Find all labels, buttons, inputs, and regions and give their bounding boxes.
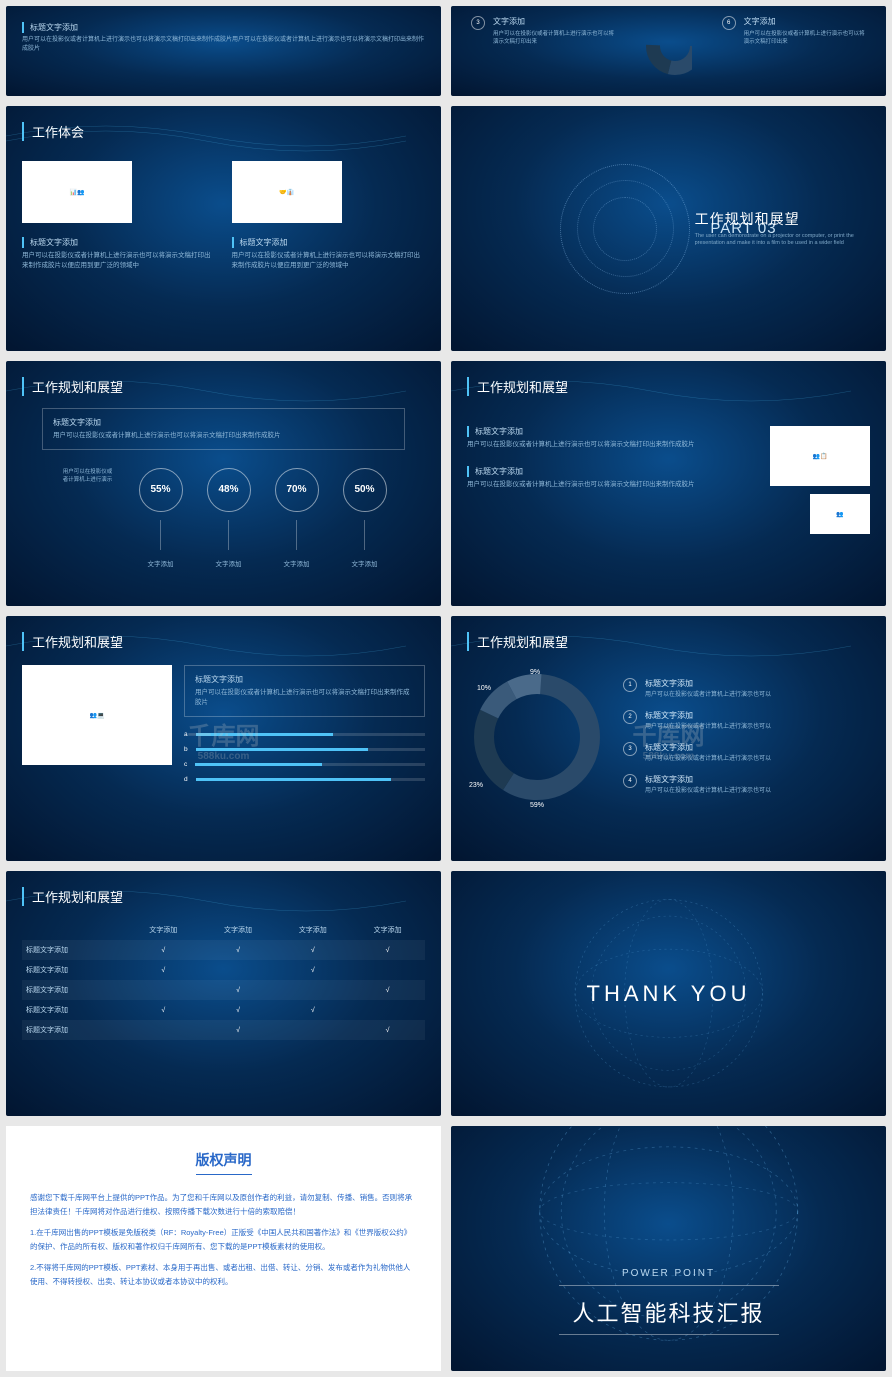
stat-circle: 55% xyxy=(139,468,183,512)
item-3: 3 文字添加用户可以在投影仪或者计算机上进行演示也可以将演示文稿打印出来 xyxy=(471,16,615,86)
heading: 标题文字添加 xyxy=(22,22,425,33)
list-item: 2标题文字添加用户可以在投影仪或者计算机上进行演示也可以 xyxy=(623,710,870,732)
table-row: 标题文字添加√√ xyxy=(22,960,425,980)
stat-circle: 70% xyxy=(275,468,319,512)
stat-item: 70% 文字添加 xyxy=(275,468,319,568)
num-6: 6 xyxy=(722,16,736,30)
wave-decoration xyxy=(6,361,406,421)
copyright-p1: 感谢您下载千库网平台上提供的PPT作品。为了您和千库网以及原创作者的利益，请勿复… xyxy=(30,1191,417,1218)
bar-row: a xyxy=(184,731,425,738)
body-text: 用户可以在投影仪或者计算机上进行演示也可以将演示文稿打印出来制作成胶片用户可以在… xyxy=(22,36,425,54)
slide-donut: 工作规划和展望 59% 23% 10% 9% 1标题文字添加用户可以在投影仪或者… xyxy=(451,616,886,861)
stat-circle: 48% xyxy=(207,468,251,512)
stat-item: 55% 文字添加 xyxy=(139,468,183,568)
num-circle: 3 xyxy=(623,742,637,756)
mini-donut xyxy=(645,16,691,76)
photo-meeting-1: 📊👥 xyxy=(22,161,132,223)
wave-decoration xyxy=(6,871,406,931)
stat-label: 文字添加 xyxy=(216,558,242,568)
bar-row: b xyxy=(184,746,425,753)
slide-thank-you: THANK YOU xyxy=(451,871,886,1116)
copyright-p3: 2.不得将千库网的PPT模板、PPT素材、本身用于再出售、或者出租、出借、转让、… xyxy=(30,1261,417,1288)
slide-planning-photos: 工作规划和展望 标题文字添加用户可以在投影仪或者计算机上进行演示也可以将演示文稿… xyxy=(451,361,886,606)
table-row: 标题文字添加√√√√ xyxy=(22,940,425,960)
list-item: 1标题文字添加用户可以在投影仪或者计算机上进行演示也可以 xyxy=(623,678,870,700)
num-circle: 1 xyxy=(623,678,637,692)
table-row: 标题文字添加√√ xyxy=(22,1020,425,1040)
slide-part-03: PART 03 工作规划和展望 The user can demonstrate… xyxy=(451,106,886,351)
photo-team-laptop: 👥💻 xyxy=(22,665,172,765)
stat-item: 48% 文字添加 xyxy=(207,468,251,568)
thank-you-text: THANK YOU xyxy=(587,981,751,1007)
stat-item: 50% 文字添加 xyxy=(343,468,387,568)
slide-table: 工作规划和展望 文字添加文字添加文字添加文字添加标题文字添加√√√√标题文字添加… xyxy=(6,871,441,1116)
slide-1-left: 标题文字添加 用户可以在投影仪或者计算机上进行演示也可以将演示文稿打印出来制作成… xyxy=(6,6,441,96)
copyright-p2: 1.在千库网出售的PPT模板是免版税类（RF：Royalty-Free）正版受《… xyxy=(30,1226,417,1253)
power-point-label: POWER POINT xyxy=(622,1268,715,1279)
main-title: 人工智能科技汇报 xyxy=(572,1296,764,1328)
slide-work-experience: 工作体会 📊👥 标题文字添加 用户可以在投影仪或者计算机上进行演示也可以将演示文… xyxy=(6,106,441,351)
slide-copyright: 版权声明 感谢您下载千库网平台上提供的PPT作品。为了您和千库网以及原创作者的利… xyxy=(6,1126,441,1371)
text-items: 标题文字添加用户可以在投影仪或者计算机上进行演示也可以将演示文稿打印出来制作成胶… xyxy=(467,426,750,506)
slide-1-right: 3 文字添加用户可以在投影仪或者计算机上进行演示也可以将演示文稿打印出来 6 文… xyxy=(451,6,886,96)
stats-row: 用户可以在投影仪或者计算机上进行演示 55%文字添加48%文字添加70%文字添加… xyxy=(22,468,425,568)
photo-meeting-2: 🤝👔 xyxy=(232,161,342,223)
slide-cover: POWER POINT 人工智能科技汇报 xyxy=(451,1126,886,1371)
stat-circle: 50% xyxy=(343,468,387,512)
wave-decoration xyxy=(451,361,851,421)
wave-decoration xyxy=(6,616,406,676)
table-row: 标题文字添加√√ xyxy=(22,980,425,1000)
num-3: 3 xyxy=(471,16,485,30)
item-6: 6 文字添加用户可以在投影仪或者计算机上进行演示也可以将演示文稿打印出来 xyxy=(722,16,866,86)
table-row: 标题文字添加√√√ xyxy=(22,1000,425,1020)
stat-label: 文字添加 xyxy=(352,558,378,568)
bar-row: c xyxy=(184,761,425,768)
num-circle: 4 xyxy=(623,774,637,788)
section-title: 工作规划和展望 xyxy=(695,209,865,229)
section-sub: The user can demonstrate on a projector … xyxy=(695,233,865,247)
slide-bars: 工作规划和展望 👥💻 标题文字添加 用户可以在投影仪或者计算机上进行演示也可以将… xyxy=(6,616,441,861)
globe-icon xyxy=(560,164,690,294)
slide-stats-circles: 工作规划和展望 标题文字添加 用户可以在投影仪或者计算机上进行演示也可以将演示文… xyxy=(6,361,441,606)
data-table: 文字添加文字添加文字添加文字添加标题文字添加√√√√标题文字添加√√标题文字添加… xyxy=(22,920,425,1040)
numbered-list: 1标题文字添加用户可以在投影仪或者计算机上进行演示也可以 2标题文字添加用户可以在… xyxy=(623,678,870,796)
divider xyxy=(559,1334,779,1335)
photo-team-small: 👥 xyxy=(810,494,870,534)
copyright-title: 版权声明 xyxy=(196,1150,252,1175)
list-item: 3标题文字添加用户可以在投影仪或者计算机上进行演示也可以 xyxy=(623,742,870,764)
num-circle: 2 xyxy=(623,710,637,724)
bar-chart: a b c d xyxy=(184,731,425,783)
donut-chart: 59% 23% 10% 9% xyxy=(467,667,607,807)
stat-label: 文字添加 xyxy=(284,558,310,568)
stat-label: 文字添加 xyxy=(148,558,174,568)
list-item: 4标题文字添加用户可以在投影仪或者计算机上进行演示也可以 xyxy=(623,774,870,796)
divider xyxy=(559,1285,779,1286)
photo-team-top: 👥📋 xyxy=(770,426,870,486)
bar-row: d xyxy=(184,776,425,783)
wave-decoration xyxy=(6,106,406,166)
